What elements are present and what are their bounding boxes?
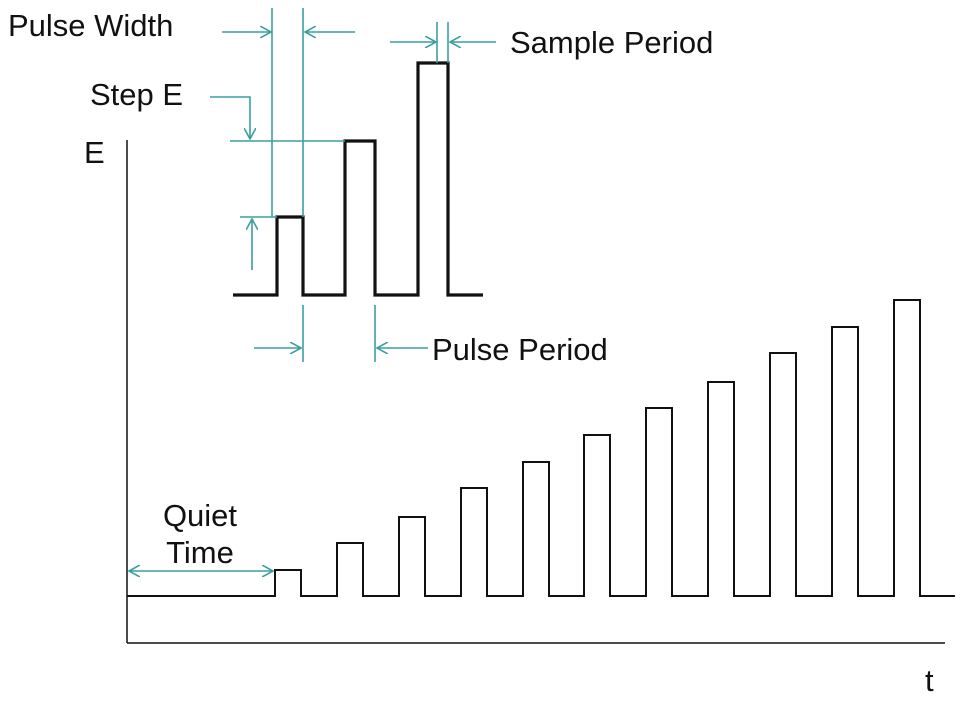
time-label: Time: [166, 535, 234, 570]
t-axis-label: t: [925, 663, 934, 698]
pulse-waveform: [127, 299, 955, 597]
sample-period-label: Sample Period: [510, 25, 713, 60]
quiet-label: Quiet: [163, 498, 237, 533]
annotations: [129, 8, 496, 571]
axes: [126, 140, 945, 644]
e-axis-label: E: [84, 135, 105, 170]
step-e-label: Step E: [90, 77, 183, 112]
pulse-period-label: Pulse Period: [432, 332, 608, 367]
inset-waveform: [233, 61, 483, 297]
pulse-width-label: Pulse Width: [8, 8, 173, 43]
